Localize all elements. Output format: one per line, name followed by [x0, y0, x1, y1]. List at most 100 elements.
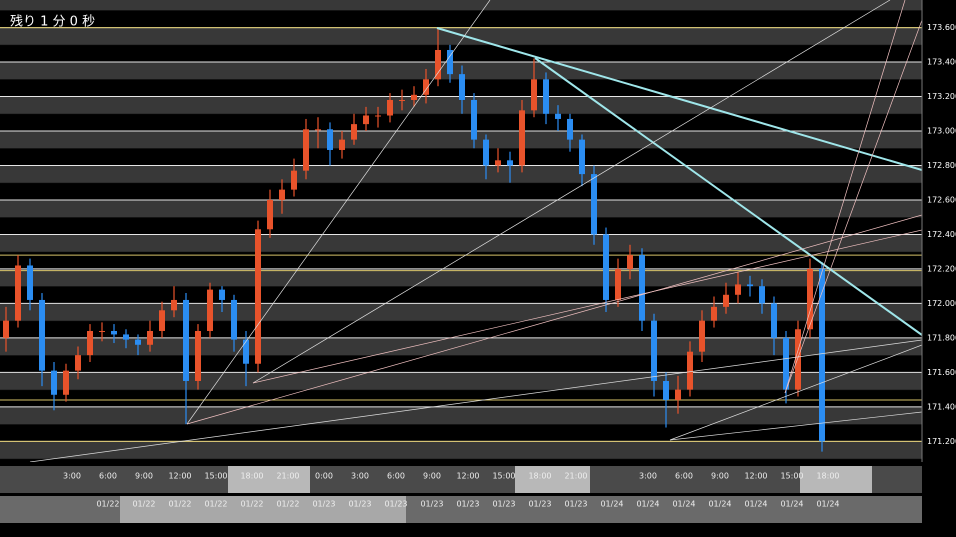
candle-body [543, 79, 549, 114]
y-tick-label: 172.800 [927, 161, 956, 170]
date-label: 01/23 [564, 500, 587, 509]
candle-body [303, 129, 309, 171]
y-tick-label: 172.000 [927, 299, 956, 308]
candle-body [399, 99, 405, 101]
candle-body [675, 389, 681, 400]
candle-body [459, 74, 465, 100]
x-tick-label: 6:00 [99, 472, 117, 481]
candle-body [363, 115, 369, 125]
x-tick-label: 18:00 [816, 472, 839, 481]
date-label: 01/23 [492, 500, 515, 509]
x-tick-label: 3:00 [639, 472, 657, 481]
candle-body [279, 189, 285, 200]
candle-body [183, 299, 189, 381]
x-tick-label: 6:00 [387, 472, 405, 481]
date-label: 01/24 [780, 500, 803, 509]
candle-body [375, 115, 381, 117]
candle-body [195, 330, 201, 381]
candle-body [351, 124, 357, 140]
x-tick-label: 9:00 [423, 472, 441, 481]
candle-body [423, 79, 429, 95]
candle-body [231, 299, 237, 340]
candle-body [99, 330, 105, 332]
candle-body [507, 160, 513, 166]
x-tick-label: 18:00 [240, 472, 263, 481]
date-label: 01/23 [348, 500, 371, 509]
candle-body [603, 234, 609, 300]
trend-lines [29, 0, 922, 462]
candle-body [519, 110, 525, 166]
date-label: 01/22 [240, 500, 263, 509]
candle-body [735, 284, 741, 295]
x-tick-label: 12:00 [744, 472, 767, 481]
candle-body [111, 330, 117, 335]
trend-line [29, 339, 922, 462]
x-tick-label: 12:00 [168, 472, 191, 481]
date-label: 01/22 [204, 500, 227, 509]
y-tick-label: 172.600 [927, 195, 956, 204]
x-tick-label: 3:00 [63, 472, 81, 481]
trend-line [186, 214, 922, 425]
candle-body [147, 330, 153, 345]
date-label: 01/23 [384, 500, 407, 509]
candle-body [291, 170, 297, 190]
candle-body [795, 329, 801, 390]
trend-line [784, 0, 906, 394]
date-label: 01/22 [132, 500, 155, 509]
date-label: 01/23 [420, 500, 443, 509]
time-row-highlight [228, 466, 310, 493]
plot-stripes [0, 0, 922, 462]
candle-body [591, 174, 597, 235]
candle-body [711, 306, 717, 321]
candle-body [483, 139, 489, 166]
x-tick-label: 15:00 [780, 472, 803, 481]
candle-body [651, 320, 657, 381]
candle-body [51, 370, 57, 395]
time-row-highlight [515, 466, 590, 493]
trend-line [784, 19, 922, 394]
candle-body [123, 334, 129, 340]
candle-body [531, 79, 537, 111]
date-row-highlight [120, 496, 406, 523]
time-row-highlight [800, 466, 872, 493]
x-tick-label: 12:00 [456, 472, 479, 481]
candle-body [135, 339, 141, 345]
plot [0, 27, 922, 452]
candle-body [207, 289, 213, 331]
candle-body [627, 255, 633, 269]
candle-body [663, 380, 669, 400]
candle-body [639, 255, 645, 321]
date-label: 01/22 [168, 500, 191, 509]
candle-body [87, 330, 93, 356]
candle-body [3, 320, 9, 338]
y-tick-label: 173.600 [927, 23, 956, 32]
candle-body [315, 129, 321, 131]
candle-body [819, 268, 825, 442]
candle-body [15, 265, 21, 321]
countdown: 残り 1 分 0 秒 [10, 15, 95, 30]
candle-body [63, 370, 69, 395]
candle-body [555, 113, 561, 119]
candle-body [39, 299, 45, 371]
candle-body [807, 268, 813, 330]
time-row [0, 466, 922, 493]
candle-body [411, 94, 417, 100]
y-tick-label: 171.400 [927, 402, 956, 411]
y-tick-label: 171.800 [927, 333, 956, 342]
candle-body [327, 129, 333, 150]
candle-body [567, 118, 573, 140]
candle-body [435, 49, 441, 80]
candle-body [387, 99, 393, 116]
candle-body [783, 337, 789, 390]
y-tick-label: 171.600 [927, 368, 956, 377]
x-tick-label: 21:00 [564, 472, 587, 481]
date-label: 01/24 [744, 500, 767, 509]
candle-body [159, 310, 165, 331]
candle-body [579, 139, 585, 175]
date-label: 01/22 [276, 500, 299, 509]
x-tick-label: 18:00 [528, 472, 551, 481]
candle-body [687, 351, 693, 390]
candle-body [267, 199, 273, 230]
date-label: 01/24 [600, 500, 623, 509]
